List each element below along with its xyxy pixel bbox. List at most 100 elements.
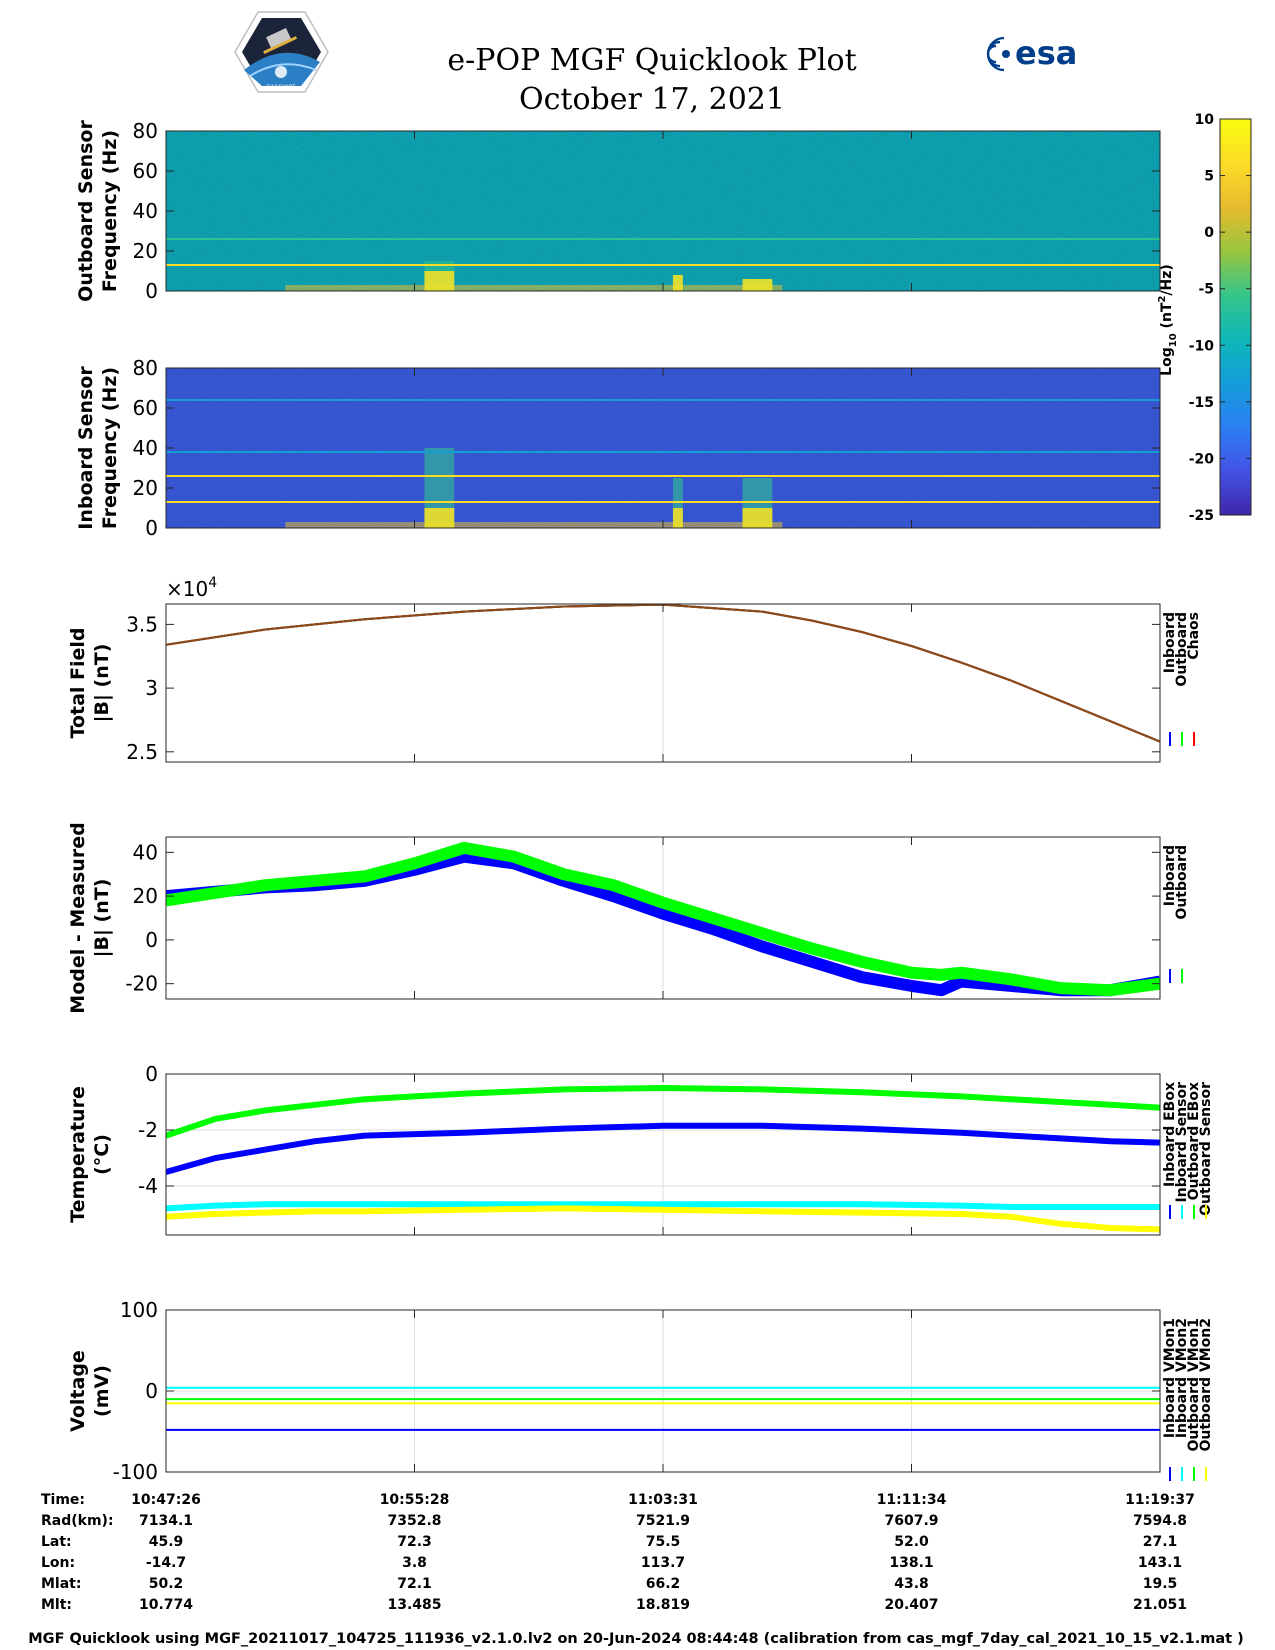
- inboard-spectrogram-burst-core: [424, 508, 455, 528]
- data-point: [712, 917, 714, 919]
- colorbar-tick-label: -15: [1189, 395, 1214, 411]
- data-point: [1109, 1206, 1111, 1208]
- y-tick-label: 80: [133, 119, 158, 143]
- ephemeris-cell: 72.3: [397, 1534, 432, 1550]
- ephemeris-cell: 11:19:37: [1125, 1492, 1195, 1508]
- colorbar-tick-label: -10: [1189, 338, 1215, 354]
- data-point: [712, 928, 714, 930]
- ephemeris-cell: 10:47:26: [131, 1492, 201, 1508]
- data-point: [264, 1149, 266, 1151]
- ephemeris-cell: 7607.9: [884, 1513, 938, 1529]
- data-point: [1010, 1135, 1012, 1137]
- colorbar: 10 5 0 -5 -10 -15 -20 -25 Log10 (nT2/Hz): [1157, 112, 1252, 524]
- y-tick-label: 0: [145, 1062, 158, 1086]
- data-point: [463, 1209, 465, 1211]
- inboard-spectrogram-noise: [166, 368, 1160, 528]
- cassiope-logo-text: CASSIOPE: [266, 84, 296, 91]
- ephemeris-cell: 13.485: [387, 1597, 441, 1613]
- data-point: [960, 1205, 962, 1207]
- data-point: [1060, 1223, 1062, 1225]
- esa-logo: [986, 36, 1010, 72]
- data-point: [563, 880, 565, 882]
- data-point: [463, 1093, 465, 1095]
- data-point: [1010, 985, 1012, 987]
- ephemeris-cell: 27.1: [1143, 1534, 1178, 1550]
- data-point: [215, 1205, 217, 1207]
- data-point: [910, 972, 913, 974]
- data-point: [264, 1212, 266, 1214]
- inboard-spectrogram-ylabel-1: Inboard Sensor: [75, 366, 97, 530]
- y-tick-label: 0: [145, 1379, 158, 1403]
- legend-label: Chaos: [1186, 612, 1202, 660]
- ephemeris-cell: 113.7: [641, 1555, 685, 1571]
- data-point: [1109, 1227, 1111, 1229]
- data-point: [314, 1203, 316, 1205]
- ephemeris-cell: 143.1: [1138, 1555, 1182, 1571]
- data-point: [215, 1213, 217, 1215]
- y-tick-label: 60: [133, 396, 158, 420]
- ephemeris-cell: -14.7: [146, 1555, 186, 1571]
- ephemeris-row-label: Rad(km):: [41, 1513, 114, 1529]
- data-point: [463, 1132, 465, 1134]
- esa-logo-text: esa: [1015, 34, 1077, 72]
- data-point: [761, 1203, 764, 1205]
- temperature-ylabel-2: (°C): [91, 1134, 113, 1175]
- data-point: [960, 1213, 962, 1215]
- outboard-spectrogram-ylabel-2: Frequency (Hz): [99, 130, 121, 292]
- data-point: [940, 989, 942, 991]
- data-point: [215, 1157, 217, 1159]
- ephemeris-cell: 50.2: [149, 1576, 184, 1592]
- y-tick-label: 3.5: [126, 612, 158, 636]
- data-point: [563, 1088, 565, 1090]
- data-point: [662, 1087, 664, 1089]
- y-tick-label: -2: [138, 1118, 158, 1142]
- series-overlap-line: [166, 604, 1160, 743]
- ephemeris-table: Time: 10:47:26 10:55:28 11:03:31 11:11:34 11:…: [41, 1492, 1195, 1613]
- data-point: [364, 1135, 366, 1137]
- ephemeris-cell: 52.0: [894, 1534, 929, 1550]
- data-point: [761, 1088, 764, 1090]
- y-tick-label: 80: [133, 356, 158, 380]
- y-tick-label: 0: [145, 516, 158, 540]
- outboard-spectrogram-lowband: [285, 285, 783, 291]
- voltage-series: [166, 1386, 1160, 1431]
- legend-label: Outboard VMon1: [1186, 1318, 1202, 1452]
- data-point: [910, 985, 913, 987]
- ephemeris-row-label: Lon:: [41, 1555, 75, 1571]
- data-point: [463, 1203, 465, 1205]
- ephemeris-cell: 21.051: [1133, 1597, 1187, 1613]
- y-tick-label: 40: [133, 840, 158, 864]
- legend-label: Inboard EBox: [1162, 1082, 1178, 1187]
- colorbar-tick-label: -20: [1189, 451, 1215, 467]
- data-point: [960, 1132, 962, 1134]
- data-point: [861, 976, 863, 978]
- data-point: [413, 862, 416, 864]
- y-tick-label: 20: [133, 476, 158, 500]
- y-tick-label: -20: [125, 972, 158, 996]
- total-field-ylabel-2: |B| (nT): [91, 644, 113, 723]
- data-point: [1010, 1206, 1012, 1208]
- data-point: [761, 932, 764, 934]
- data-point: [264, 1203, 266, 1205]
- ephemeris-cell: 10:55:28: [380, 1492, 450, 1508]
- data-point: [364, 1098, 366, 1100]
- data-point: [463, 856, 465, 858]
- legend-label: Inboard VMon1: [1162, 1318, 1178, 1438]
- data-point: [960, 972, 962, 974]
- ephemeris-cell: 7521.9: [636, 1513, 690, 1529]
- y-tick-label: 3: [145, 676, 158, 700]
- ephemeris-cell: 43.8: [894, 1576, 929, 1592]
- legend-label: Outboard VMon2: [1198, 1318, 1214, 1452]
- data-point: [364, 1203, 366, 1205]
- data-point: [1060, 1206, 1062, 1208]
- footer-caption: MGF Quicklook using MGF_20211017_104725_…: [28, 1631, 1244, 1647]
- outboard-spectrogram-burst-core: [424, 271, 455, 291]
- model-minus-measured-ylabel-2: |B| (nT): [91, 879, 113, 958]
- data-point: [1060, 1137, 1062, 1139]
- ephemeris-cell: 20.407: [884, 1597, 938, 1613]
- ephemeris-cell: 138.1: [889, 1555, 933, 1571]
